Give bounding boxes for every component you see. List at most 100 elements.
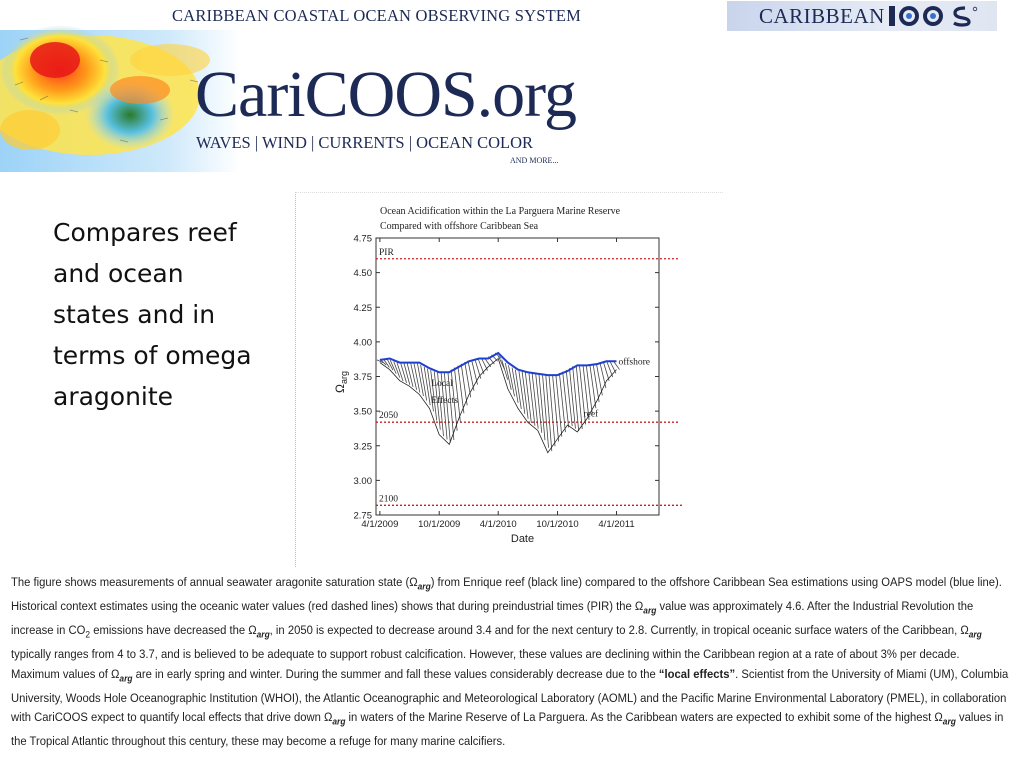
- local-effect-hatch: [518, 370, 526, 414]
- caribbean-ioos-logo: CARIBBEAN: [727, 1, 997, 31]
- caricoos-banner: CARIBBEAN COASTAL OCEAN OBSERVING SYSTEM…: [0, 0, 605, 172]
- y-tick-label: 3.75: [354, 372, 373, 383]
- caption-text: The figure shows measurements of annual …: [11, 575, 418, 589]
- local-effect-hatch: [467, 360, 475, 391]
- ioos-mark: [887, 4, 979, 28]
- reference-label-2100: 2100: [379, 494, 398, 504]
- caption-text: value was approximately 4.6. After the I…: [11, 599, 974, 637]
- local-effect-hatch: [410, 362, 417, 390]
- y-axis-subscript: arg: [339, 371, 349, 384]
- reference-label-pir: PIR: [379, 248, 394, 258]
- x-tick-label: 10/1/2009: [418, 519, 460, 530]
- caption-text: are in early spring and winter. During t…: [132, 666, 659, 681]
- local-effect-hatch: [504, 362, 512, 390]
- omega-aragonite-chart: Ocean Acidification within the La Pargue…: [333, 206, 682, 545]
- local-effect-hatch: [575, 365, 583, 430]
- logo-text: CARIBBEAN: [759, 3, 885, 28]
- local-effect-hatch: [433, 371, 441, 430]
- ioos-logo-icon: [888, 6, 978, 27]
- local-effect-hatch: [450, 369, 458, 431]
- local-effect-hatch: [413, 362, 421, 393]
- local-effect-hatch: [531, 373, 539, 429]
- caption-text: ) from Enrique reef (black line) compare…: [11, 575, 1002, 613]
- local-effect-hatch: [508, 365, 515, 397]
- caption-text: , in 2050 is expected to decrease around…: [269, 623, 969, 637]
- local-effect-hatch: [386, 358, 394, 371]
- series-line-offshore: [379, 351, 617, 377]
- caption-text: in waters of the Marine Reserve of La Pa…: [345, 710, 943, 725]
- y-tick-label: 4.25: [354, 303, 373, 314]
- site-tagline: WAVES | WIND | CURRENTS | OCEAN COLOR: [196, 133, 534, 152]
- local-effect-hatch: [498, 356, 505, 370]
- caption-subscript: 2: [85, 629, 91, 640]
- local-effect-hatch: [427, 368, 434, 412]
- caption-subscript: arg: [417, 581, 431, 592]
- local-effect-hatch: [535, 373, 543, 433]
- x-tick-label: 4/1/2010: [480, 519, 517, 530]
- local-effect-hatch: [511, 367, 519, 403]
- local-effect-hatch: [545, 375, 553, 452]
- local-effect-hatch: [538, 374, 546, 441]
- caption-text: . Scientist from the University of Miami…: [11, 666, 1009, 725]
- series-label-offshore: offshore: [619, 356, 650, 367]
- local-effect-hatch: [582, 365, 590, 420]
- local-effect-hatch: [521, 371, 529, 419]
- plot-frame: [375, 237, 660, 516]
- caption-text: typically ranges from 4 to 3.7, and is b…: [11, 647, 960, 681]
- local-effect-hatch: [585, 365, 593, 415]
- y-axis-label: Ωarg: [333, 371, 349, 393]
- local-effect-hatch: [376, 359, 384, 364]
- caption-subscript: arg: [119, 673, 133, 683]
- local-effect-hatch: [602, 361, 610, 381]
- x-axis-label: Date: [511, 533, 534, 545]
- caption-text: emissions have decreased the Ω: [90, 623, 257, 637]
- local-effect-hatch: [393, 361, 401, 378]
- reference-label-2050: 2050: [379, 411, 398, 421]
- local-effect-hatch: [437, 372, 444, 437]
- local-effect-hatch: [579, 365, 586, 425]
- local-effect-hatch: [562, 371, 570, 428]
- local-effect-hatch: [453, 367, 461, 422]
- local-effect-hatch: [440, 372, 448, 440]
- caption-subscript: arg: [643, 605, 657, 616]
- local-effect-hatch: [383, 358, 390, 368]
- local-effect-hatch: [477, 358, 485, 375]
- series-line-reef: [379, 357, 617, 454]
- local-effect-hatch: [552, 375, 559, 442]
- local-effect-hatch: [389, 359, 397, 374]
- y-tick-label: 3.25: [354, 441, 373, 452]
- local-effect-hatch: [592, 364, 600, 403]
- caption-subscript: arg: [968, 629, 982, 640]
- local-effect-hatch: [613, 361, 620, 370]
- figure-caption: The figure shows measurements of annual …: [11, 573, 1011, 752]
- series-label-reef: reef: [583, 409, 599, 420]
- local-effect-hatch: [501, 359, 509, 380]
- x-tick-label: 4/1/2009: [361, 519, 398, 530]
- local-effect-hatch: [555, 374, 563, 437]
- y-tick-label: 4.00: [354, 337, 373, 348]
- local-effect-hatch: [423, 366, 431, 406]
- local-effect-hatch: [443, 372, 451, 443]
- y-tick-label: 4.50: [354, 268, 373, 279]
- slide-bullet-text: Compares reef and ocean states and in te…: [53, 218, 252, 411]
- local-effect-hatch: [528, 372, 536, 426]
- y-tick-label: 3.50: [354, 407, 373, 418]
- y-tick-label: 2.75: [354, 511, 373, 522]
- y-axis-symbol: Ω: [333, 384, 347, 393]
- local-effect-hatch: [460, 363, 468, 406]
- local-effect-hatch: [400, 362, 407, 383]
- caption-emphasis: “local effects”: [658, 666, 736, 681]
- y-tick-label: 3.00: [354, 476, 373, 487]
- local-effect-hatch: [396, 362, 404, 382]
- local-effect-hatch: [565, 369, 573, 427]
- y-tick-label: 4.75: [354, 234, 373, 245]
- local-effect-hatch: [403, 362, 411, 385]
- local-effect-hatch: [406, 362, 414, 388]
- local-effect-hatch: [558, 373, 566, 433]
- caption-subscript: arg: [942, 716, 956, 727]
- acidification-figure: Ocean Acidification within the La Pargue…: [295, 192, 723, 567]
- caption-text: values in the Tropical Atlantic througho…: [11, 710, 1004, 749]
- annotation-local: Local: [431, 379, 453, 389]
- local-effect-hatch: [548, 375, 556, 447]
- local-effect-hatch: [572, 366, 580, 431]
